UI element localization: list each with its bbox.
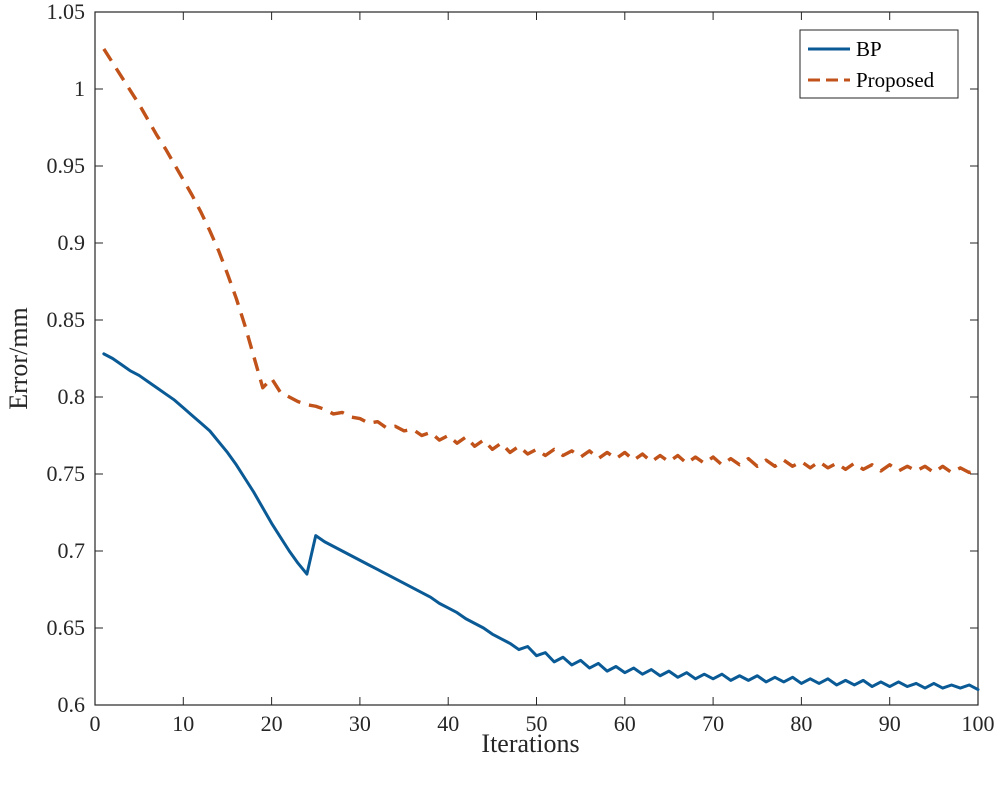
y-tick-label: 0.8 [58, 384, 86, 409]
x-tick-label: 90 [879, 711, 901, 736]
legend-box [799, 29, 959, 99]
x-axis-title: Iterations [481, 729, 579, 758]
y-tick-label: 0.6 [58, 692, 86, 717]
x-tick-label: 60 [614, 711, 636, 736]
x-tick-label: 70 [702, 711, 724, 736]
series-line-bp [102, 352, 980, 692]
y-tick-label: 0.95 [47, 153, 86, 178]
legend: BP Proposed [799, 29, 959, 99]
y-tick-label: 0.9 [58, 230, 86, 255]
y-tick-label: 0.75 [47, 461, 86, 486]
legend-label-bp: BP [856, 37, 882, 61]
plot-frame [94, 11, 979, 706]
y-tick-label: 1.05 [47, 0, 86, 24]
x-tick-label: 50 [526, 711, 548, 736]
x-tick-label: 40 [437, 711, 459, 736]
x-tick-label: 10 [172, 711, 194, 736]
y-tick-label: 0.7 [58, 538, 86, 563]
x-tick-label: 0 [90, 711, 101, 736]
y-tick-label: 0.65 [47, 615, 86, 640]
x-tick-label: 20 [261, 711, 283, 736]
x-tick-label: 30 [349, 711, 371, 736]
series-line-proposed [102, 48, 979, 475]
x-tick-label: 100 [962, 711, 995, 736]
legend-label-proposed: Proposed [856, 68, 935, 92]
x-tick-label: 80 [790, 711, 812, 736]
plot-area: 0 10 20 30 40 50 60 70 80 90 100 0.6 0.65 0.7 0.75 0.8 0… [4, 0, 995, 758]
y-axis-title: Error/mm [4, 307, 33, 410]
y-tick-label: 1 [74, 76, 85, 101]
y-tick-label: 0.85 [47, 307, 86, 332]
